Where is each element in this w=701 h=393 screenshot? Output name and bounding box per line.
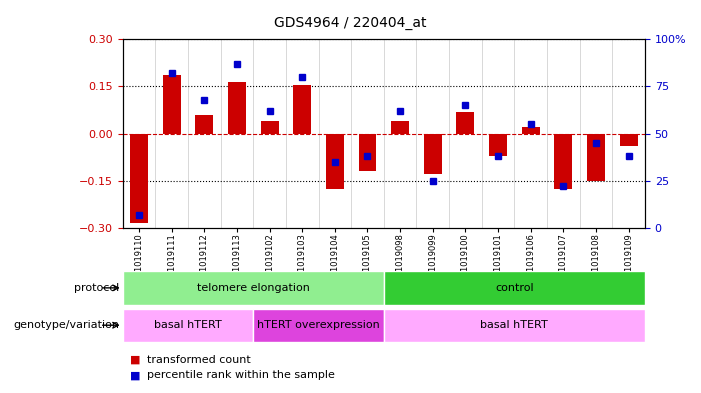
Text: genotype/variation: genotype/variation [13,320,119,330]
Text: control: control [495,283,533,293]
Text: transformed count: transformed count [147,354,251,365]
Bar [620,134,638,146]
Text: protocol: protocol [74,283,119,293]
Bar [196,115,213,134]
Text: basal hTERT: basal hTERT [154,320,222,330]
Bar [391,121,409,134]
Bar [456,112,475,134]
Text: ■: ■ [130,354,140,365]
Bar [293,85,311,134]
Bar [522,127,540,134]
Bar [123,271,384,305]
Bar [424,134,442,174]
Bar [587,134,605,181]
Bar [253,309,384,342]
Text: percentile rank within the sample: percentile rank within the sample [147,370,335,380]
Bar [123,309,253,342]
Bar [554,134,572,189]
Text: ■: ■ [130,370,140,380]
Bar [489,134,507,156]
Bar [130,134,148,223]
Bar [358,134,376,171]
Text: telomere elongation: telomere elongation [197,283,310,293]
Text: basal hTERT: basal hTERT [480,320,548,330]
Text: GDS4964 / 220404_at: GDS4964 / 220404_at [274,16,427,30]
Bar [163,75,181,134]
Text: hTERT overexpression: hTERT overexpression [257,320,380,330]
Bar [384,271,645,305]
Bar [228,82,246,134]
Bar [384,309,645,342]
Bar [326,134,343,189]
Bar [261,121,278,134]
